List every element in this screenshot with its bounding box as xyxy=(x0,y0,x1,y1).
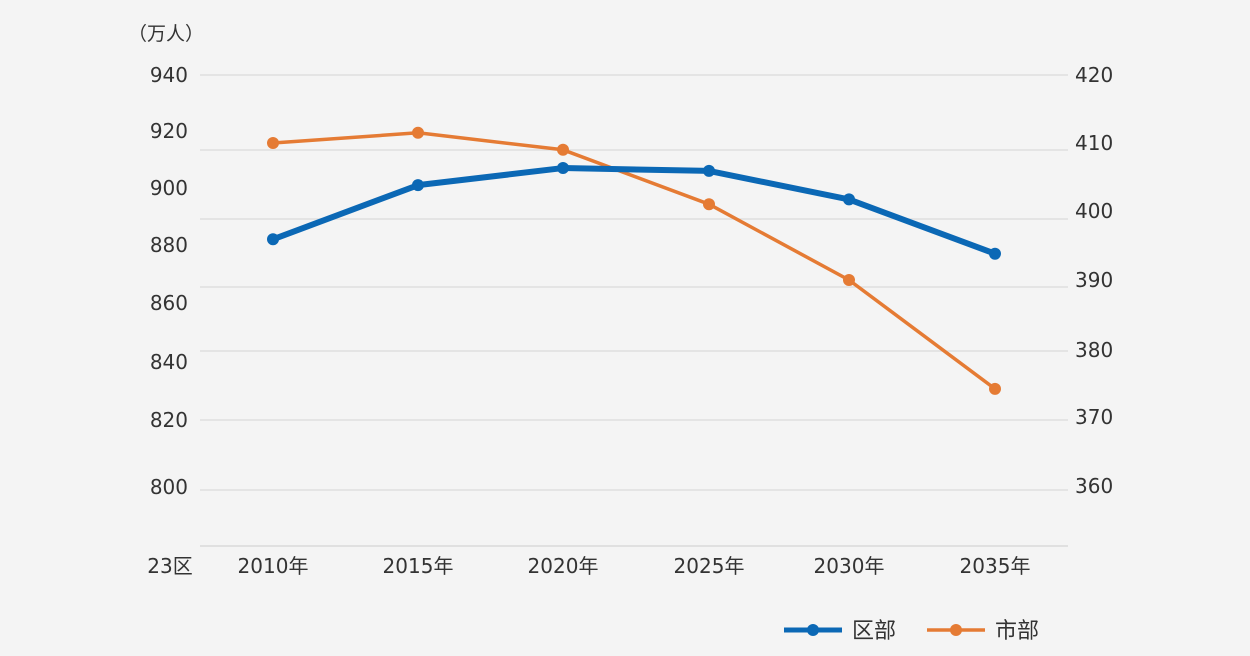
corner-label: 23区 xyxy=(147,554,192,578)
right-tick-label: 390 xyxy=(1075,268,1113,292)
left-tick-label: 800 xyxy=(150,475,188,499)
gridlines xyxy=(200,74,1068,491)
series-line-left xyxy=(270,165,998,257)
x-tick-label: 2015年 xyxy=(383,554,454,578)
data-point-right xyxy=(989,382,1001,395)
right-tick-label: 410 xyxy=(1075,131,1113,155)
right-tick-label: 420 xyxy=(1075,63,1113,87)
right-tick-label: 370 xyxy=(1075,405,1113,429)
left-tick-label: 820 xyxy=(150,408,188,432)
unit-label: （万人） xyxy=(128,23,204,45)
legend: 区部 市部 xyxy=(784,619,1039,644)
data-point-right xyxy=(557,143,569,156)
legend-swatch-marker xyxy=(950,624,962,636)
x-tick-label: 2025年 xyxy=(674,554,745,578)
data-point-left xyxy=(703,164,715,177)
data-point-right xyxy=(703,198,715,211)
x-axis-ticks: 2010年 2015年 2020年 2025年 2030年 2035年 xyxy=(238,554,1031,578)
right-tick-label: 360 xyxy=(1075,474,1113,498)
left-tick-label: 880 xyxy=(150,233,188,257)
legend-label: 区部 xyxy=(852,619,896,644)
x-tick-label: 2010年 xyxy=(238,554,309,578)
data-point-right xyxy=(267,137,279,149)
legend-swatch-marker xyxy=(807,624,819,636)
data-point-right xyxy=(843,274,855,286)
right-tick-label: 400 xyxy=(1075,199,1113,223)
right-tick-label: 380 xyxy=(1075,338,1113,362)
x-tick-label: 2020年 xyxy=(528,554,599,578)
legend-label: 市部 xyxy=(995,619,1039,644)
left-tick-label: 840 xyxy=(150,350,188,374)
series-lines xyxy=(267,126,1001,395)
left-tick-label: 940 xyxy=(150,63,188,87)
data-point-right xyxy=(412,126,424,139)
data-point-left xyxy=(267,233,279,246)
data-point-left xyxy=(843,193,855,206)
data-point-left xyxy=(412,179,424,192)
x-tick-label: 2035年 xyxy=(960,554,1031,578)
left-tick-label: 920 xyxy=(150,119,188,143)
left-tick-label: 860 xyxy=(150,291,188,315)
data-point-left xyxy=(557,162,569,175)
left-axis-ticks: 940 920 900 880 860 840 820 800 xyxy=(150,63,188,499)
right-axis-ticks: 420 410 400 390 380 370 360 xyxy=(1075,63,1113,498)
series-line-right xyxy=(271,131,997,391)
data-point-left xyxy=(989,247,1001,260)
x-tick-label: 2030年 xyxy=(814,554,885,578)
left-tick-label: 900 xyxy=(150,176,188,200)
